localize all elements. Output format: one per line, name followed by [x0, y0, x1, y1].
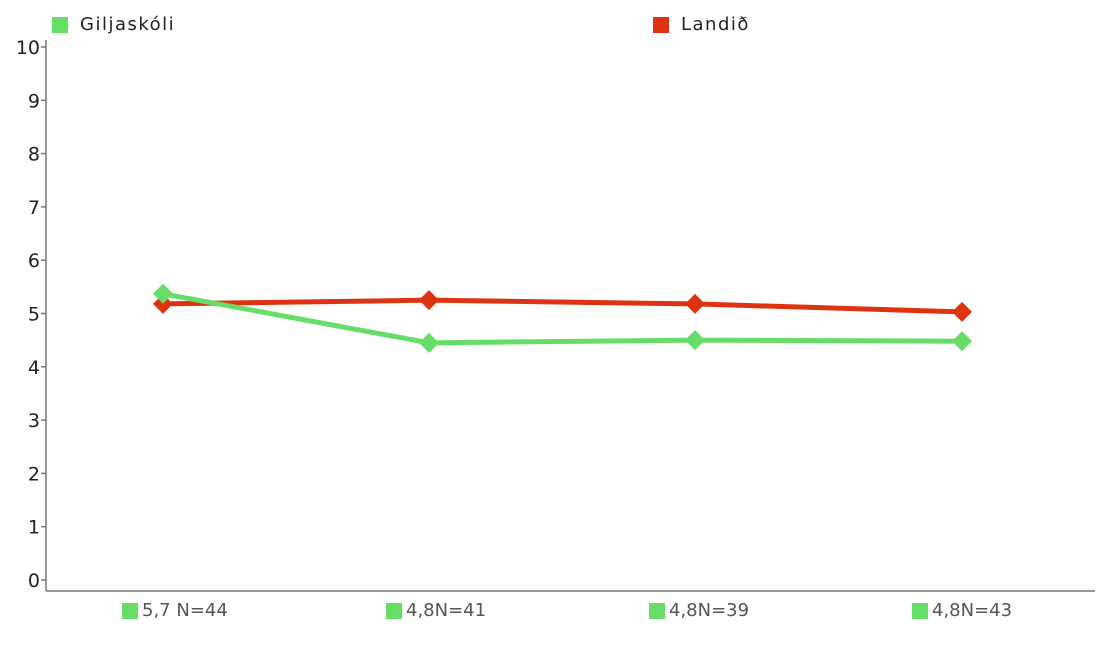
footer-swatch: [122, 602, 138, 619]
footer-stat-text: 4,8N=41: [406, 600, 487, 621]
y-tick-label: 8: [28, 144, 40, 166]
data-point-school: [153, 283, 173, 304]
y-tick-label: 4: [28, 357, 40, 379]
data-point-school: [419, 332, 439, 353]
footer-stat-des: 4,8N=41: [386, 600, 486, 621]
data-point-school: [685, 330, 705, 351]
footer-swatch: [649, 602, 665, 619]
y-tick-label: 10: [16, 37, 40, 59]
line-chart: 012345678910oktdes*feb*apr*: [16, 37, 1095, 592]
footer-stat-text: 4,8N=43: [932, 600, 1013, 621]
data-point-country: [153, 293, 173, 314]
y-tick-label: 5: [28, 304, 40, 326]
y-tick-label: 6: [28, 250, 40, 272]
series-line-country: [160, 297, 965, 315]
footer-stat-okt: 5,7 N=44: [122, 600, 228, 621]
data-point-country: [952, 301, 972, 322]
data-point-school: [952, 331, 972, 352]
y-tick-label: 2: [28, 463, 40, 485]
footer-stat-text: 4,8N=39: [669, 600, 750, 621]
y-tick-label: 3: [28, 410, 40, 432]
legend-swatch-country: [653, 16, 669, 33]
footer-stat-feb: 4,8N=39: [649, 600, 749, 621]
legend-item-country: Landið: [653, 14, 750, 35]
legend-item-school: Giljaskóli: [52, 14, 175, 35]
legend-label-school: Giljaskóli: [80, 14, 176, 35]
y-tick-label: 7: [28, 197, 40, 219]
footer-swatch: [386, 602, 402, 619]
series-line-school: [160, 291, 965, 346]
footer-stat-text: 5,7 N=44: [142, 600, 228, 621]
footer-swatch: [912, 602, 928, 619]
legend-label-country: Landið: [681, 14, 750, 35]
footer-stat-apr: 4,8N=43: [912, 600, 1012, 621]
legend-swatch-school: [52, 16, 68, 33]
y-tick-label: 0: [28, 570, 40, 592]
data-point-country: [419, 290, 439, 311]
data-point-country: [685, 293, 705, 314]
y-tick-label: 9: [28, 90, 40, 112]
y-tick-label: 1: [28, 517, 40, 539]
